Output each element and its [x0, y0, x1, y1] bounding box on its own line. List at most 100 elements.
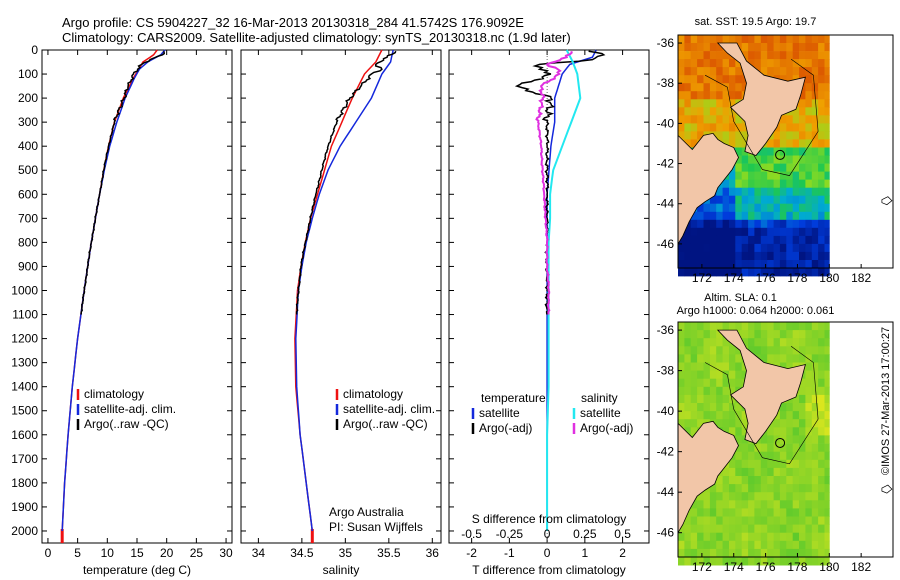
map-cell [799, 386, 806, 396]
map-cell [760, 211, 768, 221]
map-cell [811, 557, 819, 566]
map-cell [684, 251, 692, 261]
map-cell [716, 83, 723, 92]
map-cell [767, 443, 774, 453]
map-cell [754, 524, 762, 534]
map-cell [709, 484, 717, 493]
map-cell [805, 115, 813, 124]
map-cell [792, 338, 800, 347]
map-cell [779, 443, 787, 453]
map-cell [811, 467, 819, 477]
map-cell [824, 51, 830, 60]
map-cell [773, 492, 781, 501]
map-cell [690, 557, 698, 566]
map-cell [690, 139, 698, 148]
map-cell [703, 370, 711, 380]
map-cell [818, 451, 825, 461]
map-cell [697, 43, 704, 52]
map-cell [703, 548, 711, 558]
map-cell [811, 516, 819, 525]
map-cell [760, 155, 768, 164]
map-cell [709, 203, 717, 213]
map-cell [703, 83, 711, 92]
map-cell [811, 435, 819, 444]
map-cell [824, 123, 830, 132]
map-cell [824, 251, 830, 261]
map-cell [754, 179, 762, 188]
map-cell [735, 500, 743, 509]
map-cell [729, 419, 736, 428]
map-cell [678, 260, 685, 269]
map-cell [684, 115, 692, 124]
map-cell [741, 227, 749, 237]
map-cell [767, 540, 774, 550]
map-cell [824, 354, 830, 363]
map-cell [805, 476, 813, 485]
map-cell [703, 268, 711, 277]
map-cell [697, 346, 704, 355]
map-cell [824, 171, 830, 180]
map-cell [729, 467, 736, 477]
map-cell [735, 435, 743, 444]
map-cell [722, 211, 730, 221]
map-cell [779, 35, 787, 44]
map-cell [805, 43, 813, 52]
map-cell [709, 394, 717, 404]
map-cell [697, 211, 704, 221]
map-cell [805, 500, 813, 509]
map-cell [767, 139, 774, 148]
map-cell [805, 243, 813, 253]
map-cell [792, 532, 800, 542]
map-cell [729, 187, 736, 197]
map-cell [735, 147, 743, 156]
map-cell [741, 268, 749, 277]
map-cell [799, 330, 806, 339]
map-cell [716, 362, 723, 371]
map-cell [786, 427, 794, 436]
map-cell [722, 338, 730, 347]
map-cell [716, 268, 723, 277]
map-cell [811, 411, 819, 420]
map-cell [697, 403, 704, 412]
map-cell [773, 540, 781, 550]
map-cell [811, 211, 819, 221]
map-cell [786, 492, 794, 501]
map-cell [684, 99, 692, 108]
map-cell [722, 195, 730, 205]
map-cell [779, 163, 787, 172]
map-cell [805, 403, 813, 412]
map-cell [735, 243, 743, 253]
map-cell [697, 243, 704, 253]
map-cell [703, 362, 711, 371]
map-cell [773, 459, 781, 469]
sla-map-subtitle: Argo h1000: 0.064 h2000: 0.061 [677, 305, 835, 317]
difference-xtick-label: 1 [582, 546, 589, 560]
salinity-xtick-label: 35.5 [377, 546, 401, 560]
map-cell [818, 500, 825, 509]
sst-map-xtick-label: 178 [787, 271, 807, 285]
map-cell [824, 131, 830, 140]
map-cell [811, 476, 819, 485]
map-cell [799, 123, 806, 132]
map-cell [748, 251, 755, 261]
map-cell [811, 500, 819, 509]
map-cell [773, 427, 781, 436]
map-cell [703, 500, 711, 509]
map-cell [684, 386, 692, 396]
map-cell [805, 394, 813, 404]
map-cell [678, 378, 685, 388]
map-cell [716, 195, 723, 205]
map-cell [735, 346, 743, 355]
diff-legend-label-t: satellite [479, 406, 520, 420]
map-cell [824, 378, 830, 388]
map-cell [678, 532, 685, 542]
map-cell [805, 540, 813, 550]
map-cell [779, 330, 787, 339]
map-cell [703, 67, 711, 76]
map-cell [760, 235, 768, 245]
map-cell [779, 139, 787, 148]
map-cell [773, 484, 781, 493]
map-cell [792, 354, 800, 363]
map-cell [722, 492, 730, 501]
map-cell [805, 370, 813, 380]
